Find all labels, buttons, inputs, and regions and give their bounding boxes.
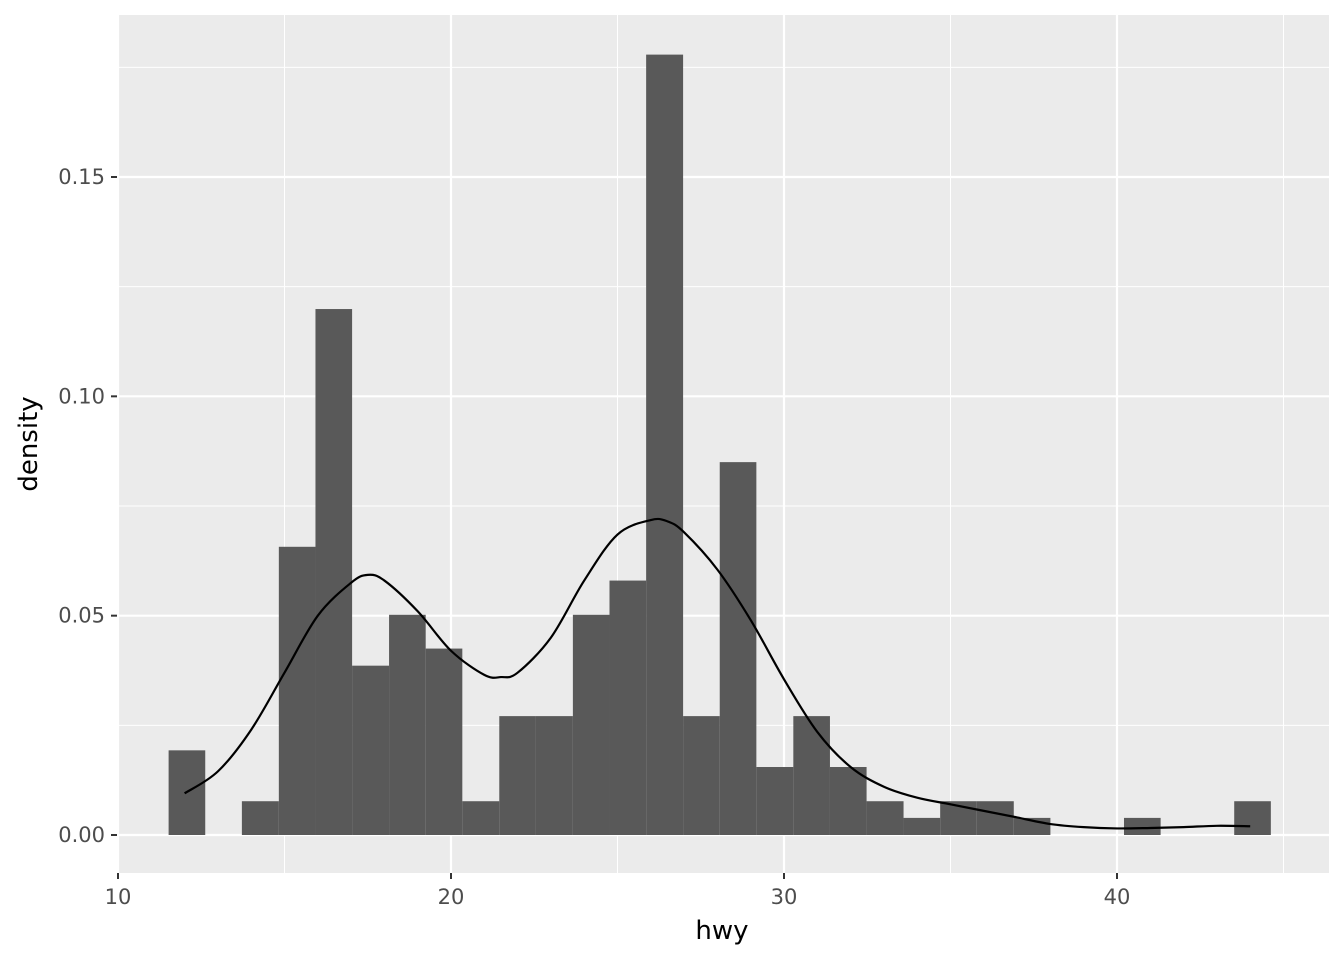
y-tick-label: 0.00 (58, 823, 105, 847)
histogram-bar (793, 716, 830, 835)
histogram-bar (389, 614, 426, 835)
histogram-bar (683, 716, 720, 835)
y-tick-label: 0.05 (58, 604, 105, 628)
histogram-bar (572, 614, 610, 835)
x-axis-title: hwy (695, 916, 748, 946)
histogram-bar (903, 817, 941, 835)
x-tick-label: 10 (105, 885, 132, 909)
histogram-bar (352, 665, 390, 835)
histogram-bar (829, 767, 867, 835)
histogram-bar (609, 580, 647, 835)
x-axis-tick-labels: 10 20 30 40 (105, 885, 1131, 909)
x-tick-label: 30 (771, 885, 798, 909)
histogram-bar (241, 801, 279, 835)
histogram-bar (425, 648, 463, 835)
histogram-bar (646, 54, 684, 835)
x-tick-label: 20 (438, 885, 465, 909)
histogram-bar (535, 716, 573, 835)
histogram-bar (866, 801, 904, 835)
x-tick-label: 40 (1104, 885, 1131, 909)
histogram-bar (462, 801, 500, 835)
histogram-bar (976, 801, 1014, 835)
axis-ticks (111, 176, 1118, 879)
histogram-bar (499, 716, 536, 835)
y-tick-label: 0.10 (58, 384, 105, 408)
y-axis-tick-labels: 0.00 0.05 0.10 0.15 (58, 165, 105, 847)
y-tick-label: 0.15 (58, 165, 105, 189)
histogram-bar (1234, 801, 1271, 835)
histogram-bar (278, 546, 316, 835)
histogram-bar (315, 309, 353, 835)
y-axis-title: density (14, 396, 44, 491)
density-curve-line (183, 517, 1251, 830)
histogram-bars (168, 54, 1271, 835)
histogram-bar (1123, 817, 1161, 835)
histogram-bar (756, 767, 794, 835)
histogram-bar (719, 462, 757, 835)
